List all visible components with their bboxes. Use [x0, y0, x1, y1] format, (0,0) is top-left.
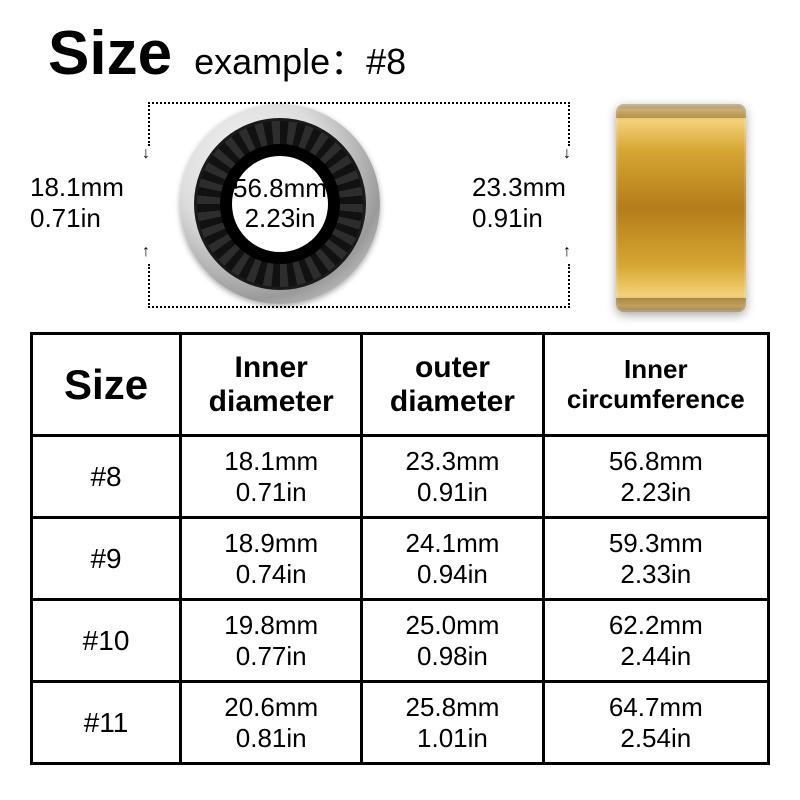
size-table: Size Innerdiameter outerdiameter Innerci… — [30, 332, 770, 765]
page-title: Size — [48, 18, 172, 89]
circumference-mm: 56.8mm — [233, 174, 327, 204]
outer-diameter-label: 23.3mm 0.91in — [472, 172, 566, 233]
arrow-down-icon: ↓ — [563, 146, 571, 162]
table-row: #1019.8mm0.77in25.0mm0.98in62.2mm2.44in — [32, 600, 769, 682]
table-row: #1120.6mm0.81in25.8mm1.01in64.7mm2.54in — [32, 682, 769, 764]
ring-side-view — [616, 104, 746, 312]
cell-inner-diameter: 18.1mm0.71in — [181, 436, 362, 518]
table-header-row: Size Innerdiameter outerdiameter Innerci… — [32, 334, 769, 436]
dim-guide-tl — [148, 102, 150, 146]
cell-outer-diameter: 25.0mm0.98in — [362, 600, 543, 682]
dim-guide-tr — [568, 102, 570, 146]
table-row: #918.9mm0.74in24.1mm0.94in59.3mm2.33in — [32, 518, 769, 600]
cell-inner-diameter: 20.6mm0.81in — [181, 682, 362, 764]
cell-size: #9 — [32, 518, 181, 600]
dim-guide-bottom — [148, 306, 570, 308]
inner-diameter-mm: 18.1mm — [30, 172, 124, 203]
header: Size example：#8 — [48, 18, 406, 89]
cell-inner-diameter: 19.8mm0.77in — [181, 600, 362, 682]
cell-size: #11 — [32, 682, 181, 764]
outer-diameter-in: 0.91in — [472, 203, 566, 234]
ring-hole: 56.8mm 2.23in — [232, 156, 328, 252]
outer-diameter-mm: 23.3mm — [472, 172, 566, 203]
arrow-up-icon: ↑ — [563, 244, 571, 260]
circumference-in: 2.23in — [245, 204, 316, 234]
cell-outer-diameter: 24.1mm0.94in — [362, 518, 543, 600]
example-prefix: example： — [194, 41, 366, 82]
col-header-outer-diameter: outerdiameter — [362, 334, 543, 436]
inner-diameter-label: 18.1mm 0.71in — [30, 172, 124, 233]
col-header-inner-text: Innerdiameter — [209, 351, 334, 418]
col-header-circumference: Innercircumference — [543, 334, 768, 436]
example-value: #8 — [366, 41, 406, 82]
cell-inner-diameter: 18.9mm0.74in — [181, 518, 362, 600]
col-header-inner-diameter: Innerdiameter — [181, 334, 362, 436]
cell-size: #8 — [32, 436, 181, 518]
ring-top-view: 56.8mm 2.23in — [180, 104, 380, 304]
col-header-circ-text: Innercircumference — [567, 354, 745, 413]
cell-size: #10 — [32, 600, 181, 682]
arrow-down-icon: ↓ — [142, 146, 150, 162]
size-table-head: Size Innerdiameter outerdiameter Innerci… — [32, 334, 769, 436]
col-header-size: Size — [32, 334, 181, 436]
example-label: example：#8 — [194, 33, 406, 85]
cell-circumference: 62.2mm2.44in — [543, 600, 768, 682]
cell-circumference: 64.7mm2.54in — [543, 682, 768, 764]
cell-circumference: 56.8mm2.23in — [543, 436, 768, 518]
col-header-size-text: Size — [64, 361, 148, 408]
dim-guide-br — [568, 264, 570, 308]
table-row: #818.1mm0.71in23.3mm0.91in56.8mm2.23in — [32, 436, 769, 518]
inner-diameter-in: 0.71in — [30, 203, 124, 234]
cell-outer-diameter: 23.3mm0.91in — [362, 436, 543, 518]
arrow-up-icon: ↑ — [142, 244, 150, 260]
dim-guide-bl — [148, 264, 150, 308]
cell-outer-diameter: 25.8mm1.01in — [362, 682, 543, 764]
cell-circumference: 59.3mm2.33in — [543, 518, 768, 600]
size-table-body: #818.1mm0.71in23.3mm0.91in56.8mm2.23in#9… — [32, 436, 769, 764]
col-header-outer-text: outerdiameter — [390, 351, 515, 418]
size-diagram: ↓ ↑ ↓ ↑ 18.1mm 0.71in 23.3mm 0.91in 56.8… — [20, 96, 600, 346]
